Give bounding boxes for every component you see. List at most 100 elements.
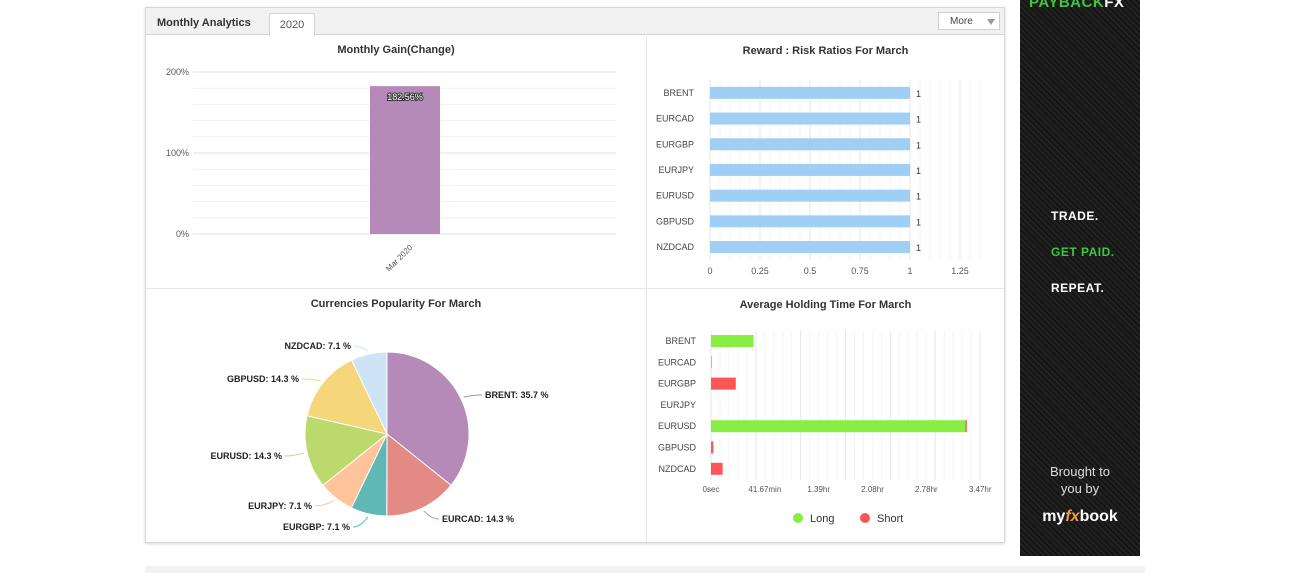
y-category-label: BRENT [663,88,694,98]
y-category-label: GBPUSD [656,216,695,226]
x-tick-label: 1.25 [951,266,969,276]
bar-short [965,420,967,433]
bar-long [711,335,754,347]
bar-long [711,356,712,369]
pie-connector [463,394,483,398]
y-category-label: EURUSD [658,421,697,431]
pie-data-label: BRENT: 35.7 % [485,390,549,400]
pie-connector [352,516,369,528]
chart-title-rr: Reward : Risk Ratios For March [742,45,909,57]
divider-vertical [646,36,647,542]
y-category-label: EURGBP [656,139,694,149]
reward-risk-chart: Reward : Risk Ratios For March BRENT 1 EUR… [647,36,1004,288]
x-tick-label: 1 [907,266,912,276]
ad-brought-to-you: Brought to you by [1020,463,1140,497]
y-tick-label: 0% [176,229,189,239]
pie-chart-svg: BRENT: 35.7 % EURCAD: 14.3 % EURGBP: 7.1 %… [210,341,549,532]
pie-slice [304,415,389,486]
x-tick-label: 0 [707,266,712,276]
bar-data-label: 1 [916,243,921,253]
chart-title-gain: Monthly Gain(Change) [337,44,455,56]
pie-data-label: EURGBP: 7.1 % [283,522,350,532]
x-tick-label: 1.39hr [807,485,830,494]
chart-title-hold: Average Holding Time For March [739,299,912,311]
panel-header: Monthly Analytics 2020 More [146,8,1004,36]
y-tick-label: 200% [166,67,189,77]
legend-long-label[interactable]: Long [810,513,834,525]
bar-data-label: 1 [916,140,921,150]
x-tick-label: 0.75 [851,266,869,276]
y-category-label: EURJPY [658,165,694,175]
x-tick-label: 0sec [703,485,720,494]
pie-slice [386,351,470,486]
pie-data-label: NZDCAD: 7.1 % [284,341,351,351]
ad-brought-text: Brought to you by [1050,464,1110,496]
pie-data-label: EURCAD: 14.3 % [442,514,514,524]
y-category-label: EURCAD [658,357,697,367]
pie-connector [301,378,321,382]
bar-data-label: 182.56% [387,92,423,102]
ad-line-repeat: REPEAT. [1051,281,1105,295]
bar [370,86,440,234]
logo-part-fx: fx [1065,508,1080,525]
x-tick-label: 0.5 [804,266,817,276]
y-category-label: NZDCAD [659,464,697,474]
monthly-gain-chart: Monthly Gain(Change) 0% 100% 200% 182.56% Ma… [146,36,646,288]
pie-data-label: GBPUSD: 14.3 % [227,374,299,384]
chevron-down-icon [987,19,995,25]
gain-chart-svg: 0% 100% 200% 182.56% Mar 2020 [166,67,616,274]
ad-line-trade: TRADE. [1051,209,1099,223]
bar-data-label: 1 [916,192,921,202]
myfxbook-logo: myfxbook [1020,508,1140,526]
bottom-strip [145,566,1145,573]
bar-short [711,462,723,475]
pie-connector [314,500,335,507]
pie-connector [423,510,440,520]
y-category-label: EURCAD [656,114,695,124]
legend-short-label[interactable]: Short [877,513,903,525]
y-category-label: EURUSD [656,191,695,201]
tab-2020[interactable]: 2020 [269,13,315,36]
bar [710,163,910,176]
pie-connector [284,452,305,457]
x-tick-label: 41.67min [748,485,781,494]
x-tick-label: 2.08hr [861,485,884,494]
holding-time-chart: Average Holding Time For March Long Shor… [647,289,1004,542]
bar-long [711,420,966,433]
ad-brand-logo: PAYBACKFX [1029,0,1124,11]
x-tick-label: 0.25 [751,266,769,276]
bar-data-label: 1 [916,115,921,125]
bar [710,241,910,254]
bar-data-label: 1 [916,89,921,99]
bar [710,189,910,202]
pie-slice [386,432,452,517]
logo-part-book: book [1079,508,1118,525]
x-tick-label: 2.78hr [915,485,938,494]
pie-slice [350,351,388,435]
bar [710,215,910,228]
y-tick-label: 100% [166,148,189,158]
x-tick-label: Mar 2020 [384,243,415,274]
y-category-label: EURJPY [660,400,696,410]
panel-title: Monthly Analytics [157,17,251,29]
pie-slice [306,359,388,435]
x-tick-label: 3.47hr [969,485,992,494]
y-category-label: BRENT [665,336,696,346]
ad-brand-text-a: PAYBACK [1029,0,1105,11]
bar [710,112,910,125]
ad-banner[interactable]: PAYBACKFX TRADE. GET PAID. REPEAT. Broug… [1020,0,1140,556]
y-category-label: EURGBP [658,379,696,389]
bar-data-label: 1 [916,166,921,176]
bar-short [711,441,714,454]
legend-long-swatch[interactable] [793,513,803,523]
chart-title-pop: Currencies Popularity For March [310,298,482,310]
ad-brand-text-b: FX [1104,0,1125,11]
popularity-pie-chart: Currencies Popularity For March BRENT: 3… [146,289,646,542]
more-dropdown-button[interactable]: More [938,12,1000,30]
y-category-label: NZDCAD [657,242,695,252]
monthly-analytics-panel: Monthly Analytics 2020 More Monthly Gain… [145,7,1005,543]
legend-short-swatch[interactable] [860,513,870,523]
hold-chart-svg: Long Short BRENT EURCAD EURGBP EURJPY EURUSD… [658,331,992,525]
pie-connector [353,345,369,352]
bar-short [711,377,736,390]
